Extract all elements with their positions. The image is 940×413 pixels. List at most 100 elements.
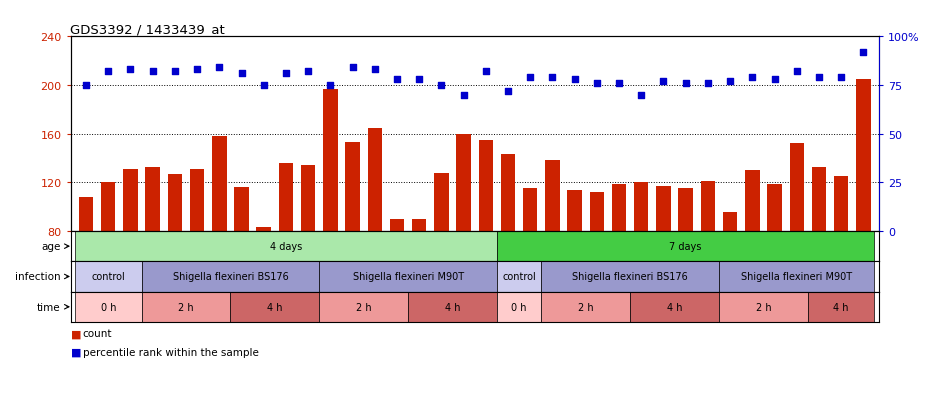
Point [389,77,404,83]
Point [79,83,94,89]
Point [368,67,383,74]
Bar [856,80,870,231]
Bar [745,171,760,231]
Bar [656,187,671,231]
Text: 2 h: 2 h [179,302,194,312]
Bar [75,292,142,322]
Text: Shigella flexineri BS176: Shigella flexineri BS176 [572,272,688,282]
Bar [230,292,320,322]
Point [278,71,293,77]
Text: control: control [502,272,536,282]
Bar [568,190,582,231]
Bar [278,164,293,231]
Bar [167,174,182,231]
Text: Shigella flexineri M90T: Shigella flexineri M90T [741,272,853,282]
Text: percentile rank within the sample: percentile rank within the sample [83,347,258,357]
Point [478,69,494,76]
Point [723,78,738,85]
Bar [75,262,142,292]
Bar [79,197,93,231]
Bar [101,183,116,231]
Bar [323,89,337,231]
Text: 2 h: 2 h [356,302,371,312]
Point [101,69,116,76]
Bar [812,167,826,231]
Bar [719,262,874,292]
Point [811,75,826,81]
Bar [497,292,541,322]
Bar [700,182,715,231]
Text: control: control [91,272,125,282]
Bar [408,292,497,322]
Bar [320,262,497,292]
Bar [541,262,719,292]
Point [456,92,471,99]
Point [834,75,849,81]
Bar [630,292,719,322]
Text: 2 h: 2 h [578,302,593,312]
Point [523,75,538,81]
Text: count: count [83,329,112,339]
Bar [541,292,630,322]
Bar [190,169,204,231]
Text: infection: infection [15,272,61,282]
Bar [75,231,497,262]
Point [589,81,604,87]
Bar [434,173,448,231]
Text: ■: ■ [70,347,81,357]
Bar [257,228,271,231]
Text: GDS3392 / 1433439_at: GDS3392 / 1433439_at [70,23,226,36]
Text: 4 h: 4 h [666,302,682,312]
Bar [679,189,693,231]
Bar [497,262,541,292]
Text: 7 days: 7 days [669,242,702,252]
Text: 2 h: 2 h [756,302,771,312]
Point [257,83,272,89]
Text: 4 h: 4 h [445,302,461,312]
Bar [368,128,382,231]
Point [322,83,337,89]
Bar [501,155,515,231]
Bar [790,144,804,231]
Point [212,65,227,71]
Bar [634,183,649,231]
Text: 4 h: 4 h [267,302,283,312]
Text: 4 days: 4 days [270,242,302,252]
Point [167,69,182,76]
Point [500,88,515,95]
Bar [478,140,493,231]
Bar [612,184,626,231]
Bar [212,137,227,231]
Point [301,69,316,76]
Bar [497,231,874,262]
Point [790,69,805,76]
Point [123,67,138,74]
Bar [719,292,807,322]
Text: ■: ■ [70,329,81,339]
Bar [834,177,849,231]
Text: age: age [41,242,61,252]
Point [744,75,760,81]
Bar [234,188,249,231]
Bar [320,292,408,322]
Bar [142,292,230,322]
Text: 0 h: 0 h [511,302,526,312]
Point [656,78,671,85]
Point [612,81,627,87]
Bar [589,192,604,231]
Point [190,67,205,74]
Point [634,92,649,99]
Bar [123,169,137,231]
Text: Shigella flexineri BS176: Shigella flexineri BS176 [173,272,289,282]
Point [767,77,782,83]
Text: Shigella flexineri M90T: Shigella flexineri M90T [352,272,463,282]
Point [567,77,582,83]
Point [678,81,693,87]
Point [412,77,427,83]
Bar [767,184,782,231]
Point [434,83,449,89]
Point [234,71,249,77]
Bar [390,219,404,231]
Bar [142,262,320,292]
Bar [412,219,427,231]
